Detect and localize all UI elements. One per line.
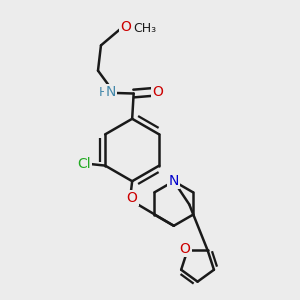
Text: Cl: Cl <box>77 157 91 171</box>
Text: O: O <box>120 20 131 34</box>
Text: H: H <box>98 85 108 98</box>
Text: CH₃: CH₃ <box>134 22 157 35</box>
Text: O: O <box>153 85 164 99</box>
Text: O: O <box>127 191 138 205</box>
Text: N: N <box>169 174 179 188</box>
Text: N: N <box>106 85 116 99</box>
Text: O: O <box>180 242 190 256</box>
